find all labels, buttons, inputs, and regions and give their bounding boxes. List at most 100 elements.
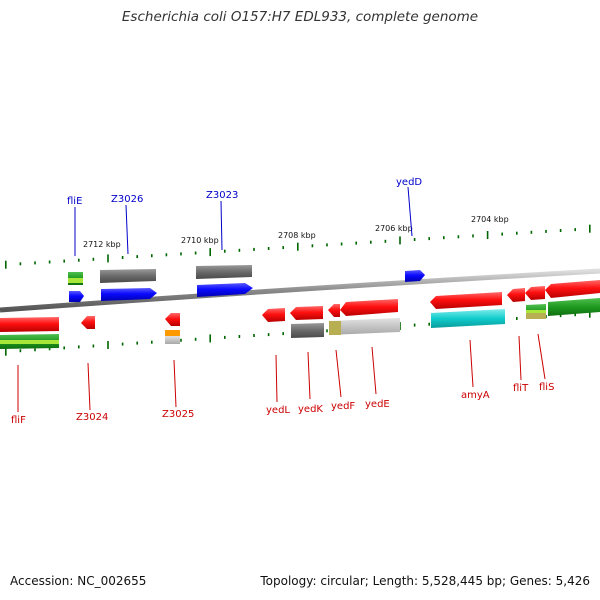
minor-tick — [384, 239, 387, 243]
minor-tick — [224, 335, 226, 339]
forward-genes[interactable] — [68, 265, 425, 302]
gene-yedK-annotation — [291, 323, 324, 338]
gene-label-top: yedD — [396, 177, 422, 188]
minor-tick — [194, 251, 197, 255]
major-tick — [399, 236, 401, 245]
gene-yedD[interactable] — [405, 270, 425, 282]
gene-label-top: Z3023 — [206, 190, 238, 201]
minor-tick — [92, 344, 95, 348]
reverse-genes[interactable] — [0, 280, 600, 349]
gene-z3026[interactable] — [101, 288, 157, 301]
minor-tick — [121, 342, 124, 346]
minor-tick — [136, 255, 138, 259]
gene-z3025-annotation — [165, 330, 180, 336]
minor-tick — [472, 234, 474, 238]
kbp-label: 2712 kbp — [83, 240, 121, 249]
gene-fliE[interactable] — [69, 291, 84, 302]
kbp-label: 2710 kbp — [181, 236, 219, 245]
minor-tick — [501, 232, 503, 236]
gene-flhB[interactable] — [545, 280, 600, 298]
major-tick — [5, 347, 7, 356]
minor-tick — [238, 335, 241, 338]
gene-label-bottom: yedK — [298, 404, 323, 415]
minor-tick — [326, 329, 328, 333]
gene-z3025[interactable] — [165, 313, 180, 326]
minor-tick — [180, 252, 182, 256]
kbp-label: 2706 kbp — [375, 224, 413, 233]
gene-z3025-annotation-2 — [165, 336, 180, 344]
minor-tick — [48, 347, 51, 351]
minor-tick — [34, 348, 36, 352]
minor-tick — [78, 258, 80, 262]
minor-tick — [370, 240, 372, 244]
major-tick — [486, 231, 489, 239]
major-tick — [589, 224, 591, 233]
gene-fliT[interactable] — [507, 288, 525, 302]
gene-fliS[interactable] — [525, 286, 545, 300]
gene-amyA-annotation — [431, 309, 505, 328]
minor-tick — [19, 262, 22, 266]
gene-label-bottom: Z3024 — [76, 412, 108, 423]
minor-tick — [78, 345, 80, 349]
minor-tick — [428, 322, 430, 326]
minor-tick — [151, 340, 153, 344]
minor-tick — [253, 247, 255, 251]
minor-tick — [121, 256, 124, 259]
accession-text: Accession: NC_002655 — [10, 574, 147, 588]
upper-tick-track — [5, 224, 591, 269]
minor-tick — [311, 244, 314, 248]
topology-summary: Topology: circular; Length: 5,528,445 bp… — [260, 574, 590, 588]
minor-tick — [48, 260, 51, 264]
gene-fliS-annotation-2 — [526, 313, 546, 319]
minor-tick — [574, 313, 576, 317]
minor-tick — [545, 229, 547, 233]
minor-tick — [238, 248, 241, 252]
gene-labels: fliE Z3026 Z3023 yedD fliF Z3024 Z3025 y… — [11, 177, 554, 426]
gene-yedE-annotation — [329, 318, 400, 335]
major-tick — [297, 242, 299, 251]
major-tick — [589, 309, 591, 318]
gene-fliF[interactable] — [0, 317, 59, 332]
minor-tick — [355, 241, 357, 245]
minor-tick — [19, 349, 22, 353]
gene-label-bottom: fliF — [11, 415, 26, 426]
major-tick — [209, 248, 211, 257]
minor-tick — [326, 243, 328, 247]
map-title: Escherichia coli O157:H7 EDL933, complet… — [121, 9, 479, 25]
minor-tick — [63, 259, 65, 263]
gene-label-bottom: fliT — [513, 383, 529, 394]
gene-yedL[interactable] — [262, 308, 285, 322]
minor-tick — [457, 235, 460, 239]
minor-tick — [443, 236, 445, 240]
gene-fliF-annotation-band — [0, 340, 59, 344]
gene-fliS-annotation-band — [526, 310, 546, 313]
minor-tick — [63, 346, 65, 350]
gene-yedE[interactable] — [340, 299, 398, 316]
minor-tick — [516, 231, 518, 235]
gene-fliE-annotation-band — [68, 278, 83, 283]
gene-z3026-annotation — [100, 269, 156, 283]
gene-label-bottom: yedE — [365, 399, 390, 410]
minor-tick — [559, 229, 562, 232]
gene-z3023[interactable] — [197, 283, 253, 297]
minor-tick — [574, 228, 576, 232]
minor-tick — [282, 332, 284, 336]
major-tick — [5, 260, 7, 269]
gene-z3024[interactable] — [81, 316, 95, 329]
gene-yedF[interactable] — [328, 304, 340, 317]
genome-backbone — [0, 268, 600, 313]
minor-tick — [253, 334, 255, 337]
minor-tick — [267, 333, 270, 337]
minor-tick — [559, 314, 562, 318]
minor-tick — [530, 230, 533, 234]
gene-yedK[interactable] — [290, 306, 323, 320]
kbp-label: 2708 kbp — [278, 231, 316, 240]
minor-tick — [92, 257, 95, 261]
minor-tick — [136, 341, 138, 345]
gene-label-bottom: fliS — [539, 382, 554, 393]
gene-label-bottom: Z3025 — [162, 409, 194, 420]
gene-amyA[interactable] — [430, 292, 502, 309]
minor-tick — [413, 323, 416, 327]
major-tick — [107, 341, 109, 349]
